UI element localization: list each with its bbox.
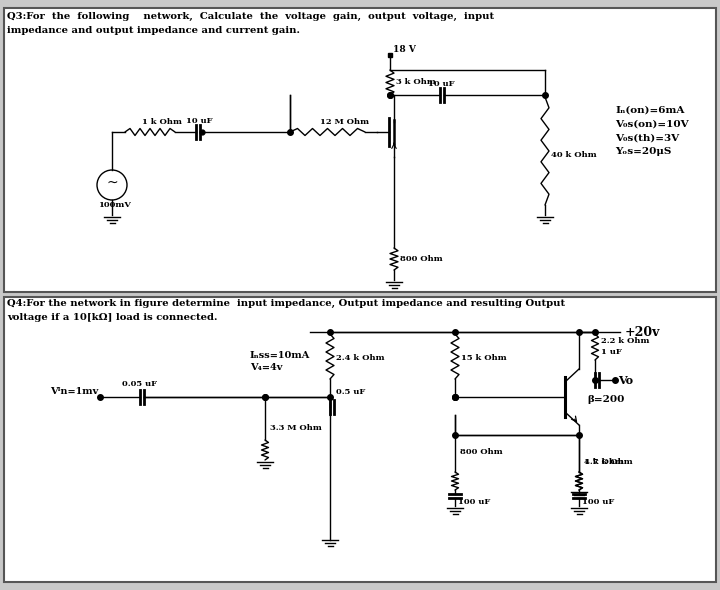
Text: Vᴵn=1mv: Vᴵn=1mv xyxy=(50,388,98,396)
Text: 3 k Ohm: 3 k Ohm xyxy=(396,78,436,87)
Text: 1 uF: 1 uF xyxy=(601,348,622,356)
Text: +20v: +20v xyxy=(625,326,660,339)
Text: 40 k Ohm: 40 k Ohm xyxy=(551,151,597,159)
Text: 2.2 k Ohm: 2.2 k Ohm xyxy=(601,337,649,345)
Text: 10 uF: 10 uF xyxy=(428,80,454,88)
Text: 100 uF: 100 uF xyxy=(458,498,490,506)
Text: V₄=4v: V₄=4v xyxy=(250,363,282,372)
Bar xyxy=(4,297,716,582)
Text: Vo: Vo xyxy=(618,375,633,385)
Text: Iₙss=10mA: Iₙss=10mA xyxy=(250,351,310,360)
Text: 800 Ohm: 800 Ohm xyxy=(400,255,443,263)
Bar xyxy=(4,8,716,292)
Text: 4.7 k Ohm: 4.7 k Ohm xyxy=(584,458,633,467)
Text: 15 k Ohm: 15 k Ohm xyxy=(461,354,507,362)
Text: 0.5 uF: 0.5 uF xyxy=(336,388,365,396)
Text: ~: ~ xyxy=(106,176,118,190)
Text: V₀s(on)=10V: V₀s(on)=10V xyxy=(615,120,688,129)
Text: 3.3 M Ohm: 3.3 M Ohm xyxy=(270,424,322,432)
Text: Q4:For the network in figure determine  input impedance, Output impedance and re: Q4:For the network in figure determine i… xyxy=(7,299,565,308)
Text: 10 uF: 10 uF xyxy=(186,117,212,125)
Text: Iₙ(on)=6mA: Iₙ(on)=6mA xyxy=(615,106,685,114)
Text: 100 uF: 100 uF xyxy=(582,498,614,506)
Text: 12 M Ohm: 12 M Ohm xyxy=(320,118,369,126)
Text: Yₒs=20μS: Yₒs=20μS xyxy=(615,148,671,156)
Text: 0.05 uF: 0.05 uF xyxy=(122,380,157,388)
Text: 100mV: 100mV xyxy=(98,201,130,209)
Text: impedance and output impedance and current gain.: impedance and output impedance and curre… xyxy=(7,26,300,35)
Text: 1 k Ohm: 1 k Ohm xyxy=(584,458,624,467)
Text: Q3:For  the  following    network,  Calculate  the  voltage  gain,  output  volt: Q3:For the following network, Calculate … xyxy=(7,12,494,21)
Text: 1 k Ohm: 1 k Ohm xyxy=(142,118,182,126)
Text: β=200: β=200 xyxy=(587,395,624,404)
Text: 2.4 k Ohm: 2.4 k Ohm xyxy=(336,354,384,362)
Text: 18 V: 18 V xyxy=(393,45,416,54)
Text: 800 Ohm: 800 Ohm xyxy=(460,448,503,457)
Text: voltage if a 10[kΩ] load is connected.: voltage if a 10[kΩ] load is connected. xyxy=(7,313,217,322)
Text: V₀s(th)=3V: V₀s(th)=3V xyxy=(615,133,679,143)
